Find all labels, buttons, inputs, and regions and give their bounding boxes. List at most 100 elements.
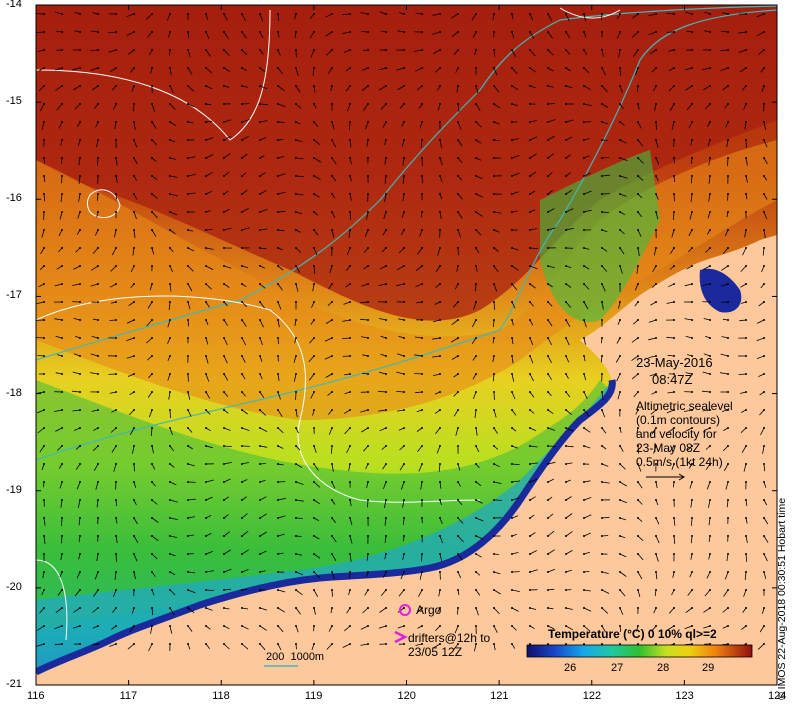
velocity-arrow bbox=[601, 85, 608, 93]
velocity-arrow bbox=[241, 31, 247, 39]
velocity-arrow-origin bbox=[673, 85, 675, 87]
velocity-arrow bbox=[601, 157, 610, 159]
velocity-arrow bbox=[151, 229, 157, 237]
velocity-arrow-origin bbox=[439, 445, 441, 447]
velocity-arrow-origin bbox=[673, 625, 675, 627]
velocity-arrow bbox=[331, 481, 336, 489]
velocity-arrow bbox=[277, 373, 280, 381]
velocity-arrow-origin bbox=[115, 31, 117, 33]
velocity-arrow-origin bbox=[349, 373, 351, 375]
velocity-arrow-origin bbox=[277, 337, 279, 339]
x-tick-label: 116 bbox=[27, 690, 45, 702]
velocity-arrow bbox=[434, 409, 441, 414]
velocity-arrow-origin bbox=[79, 85, 81, 87]
velocity-arrow-origin bbox=[619, 175, 621, 177]
velocity-arrow-origin bbox=[709, 607, 711, 609]
velocity-arrow-origin bbox=[349, 499, 351, 501]
velocity-arrow-origin bbox=[349, 103, 351, 105]
velocity-arrow bbox=[380, 103, 387, 110]
velocity-arrow-origin bbox=[619, 193, 621, 195]
velocity-arrow-origin bbox=[43, 319, 45, 321]
velocity-arrow-origin bbox=[61, 103, 63, 105]
y-tick-label: -17 bbox=[6, 289, 22, 302]
velocity-arrow-origin bbox=[223, 355, 225, 357]
velocity-arrow-origin bbox=[727, 121, 729, 123]
velocity-arrow-origin bbox=[133, 283, 135, 285]
velocity-arrow-origin bbox=[457, 643, 459, 645]
velocity-arrow-origin bbox=[601, 499, 603, 501]
velocity-arrow-origin bbox=[493, 535, 495, 537]
velocity-arrow bbox=[529, 532, 536, 537]
velocity-arrow-origin bbox=[493, 571, 495, 573]
velocity-arrow-origin bbox=[583, 643, 585, 645]
velocity-arrow bbox=[565, 513, 573, 519]
velocity-arrow bbox=[92, 607, 99, 613]
velocity-arrow bbox=[43, 193, 46, 202]
velocity-arrow bbox=[529, 319, 534, 326]
velocity-arrow bbox=[472, 31, 477, 38]
velocity-arrow-origin bbox=[511, 553, 513, 555]
velocity-arrow bbox=[223, 227, 232, 231]
velocity-arrow-origin bbox=[691, 13, 693, 15]
velocity-arrow-origin bbox=[745, 157, 747, 159]
velocity-arrow bbox=[397, 625, 405, 629]
velocity-arrow bbox=[115, 553, 117, 562]
velocity-arrow bbox=[328, 427, 333, 435]
velocity-arrow-origin bbox=[421, 247, 423, 249]
velocity-arrow-origin bbox=[637, 499, 639, 501]
velocity-arrow-origin bbox=[691, 247, 693, 249]
velocity-arrow-origin bbox=[547, 481, 549, 483]
velocity-arrow-origin bbox=[727, 67, 729, 69]
velocity-arrow bbox=[331, 463, 334, 472]
velocity-arrow bbox=[91, 85, 99, 91]
velocity-arrow bbox=[94, 229, 99, 236]
velocity-arrow bbox=[223, 208, 230, 213]
velocity-arrow-origin bbox=[421, 229, 423, 231]
velocity-arrow-origin bbox=[187, 49, 189, 51]
velocity-arrow-origin bbox=[259, 427, 261, 429]
velocity-arrow-origin bbox=[61, 31, 63, 33]
velocity-arrow bbox=[187, 247, 194, 252]
velocity-arrow-origin bbox=[529, 121, 531, 123]
velocity-arrow-origin bbox=[367, 13, 369, 15]
velocity-arrow-origin bbox=[61, 427, 63, 429]
velocity-arrow bbox=[241, 13, 247, 22]
velocity-arrow bbox=[259, 391, 265, 399]
velocity-arrow bbox=[493, 265, 499, 273]
drifter-marker-icon bbox=[394, 630, 408, 644]
velocity-arrow-origin bbox=[367, 535, 369, 537]
velocity-arrow bbox=[397, 30, 405, 33]
velocity-arrow-origin bbox=[223, 553, 225, 555]
velocity-arrow bbox=[349, 211, 352, 220]
sealevel-contour bbox=[36, 559, 68, 641]
velocity-arrow bbox=[529, 337, 534, 345]
velocity-arrow bbox=[349, 535, 353, 544]
velocity-arrow bbox=[312, 283, 315, 292]
velocity-arrow-origin bbox=[655, 445, 657, 447]
velocity-arrow-origin bbox=[403, 265, 405, 267]
velocity-arrow bbox=[637, 229, 642, 237]
velocity-arrow-origin bbox=[331, 247, 333, 249]
velocity-arrow bbox=[648, 31, 657, 36]
velocity-arrow bbox=[349, 193, 352, 201]
velocity-arrow-origin bbox=[349, 139, 351, 141]
velocity-arrow bbox=[648, 319, 657, 323]
velocity-arrow bbox=[511, 355, 514, 364]
velocity-arrow-origin bbox=[295, 391, 297, 393]
velocity-arrow bbox=[511, 138, 519, 141]
velocity-arrow bbox=[472, 373, 477, 380]
velocity-arrow-origin bbox=[601, 391, 603, 393]
velocity-arrow-origin bbox=[457, 103, 459, 105]
velocity-arrow bbox=[277, 85, 285, 92]
velocity-arrow-origin bbox=[43, 337, 45, 339]
velocity-arrow bbox=[401, 139, 405, 147]
velocity-arrow bbox=[637, 463, 642, 472]
velocity-arrow bbox=[722, 445, 729, 452]
velocity-arrow bbox=[758, 49, 765, 55]
velocity-arrow-origin bbox=[223, 391, 225, 393]
velocity-arrow-origin bbox=[727, 229, 729, 231]
velocity-arrow bbox=[655, 517, 660, 525]
velocity-arrow-origin bbox=[385, 373, 387, 375]
velocity-arrow-origin bbox=[655, 157, 657, 159]
velocity-arrow-origin bbox=[583, 31, 585, 33]
